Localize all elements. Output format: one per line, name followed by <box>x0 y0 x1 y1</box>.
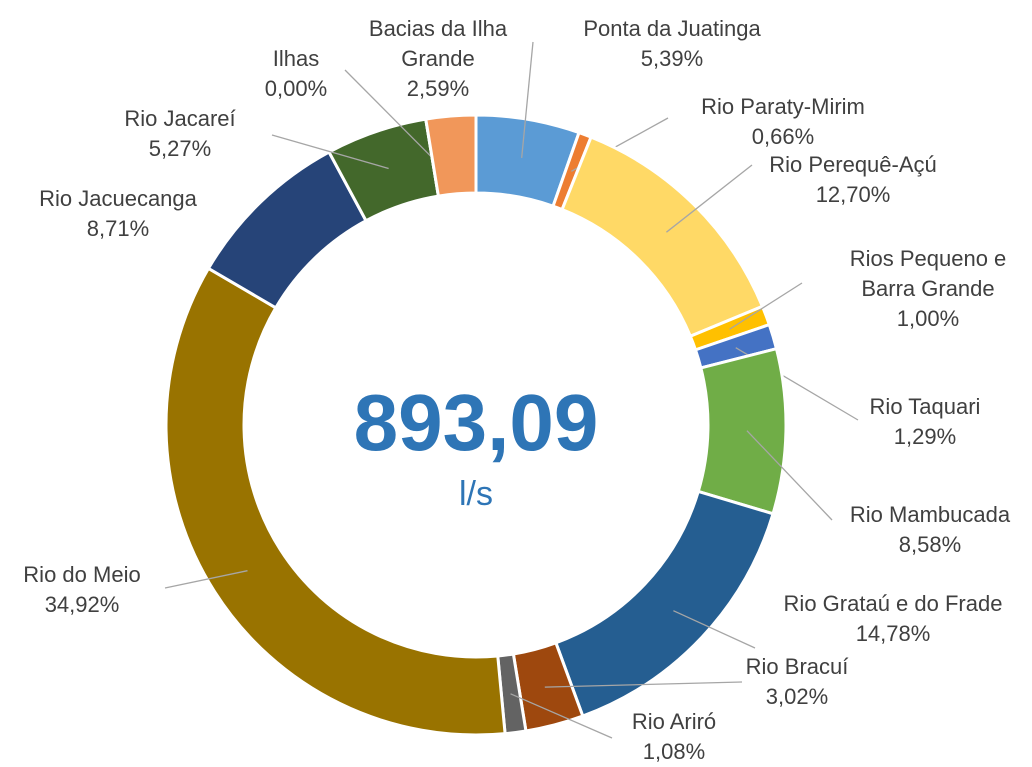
label-value: 34,92% <box>44 592 120 617</box>
label-name: Ponta da Juatinga <box>583 16 761 41</box>
label-name: Rio Mambucada <box>849 502 1011 527</box>
label-value: 1,08% <box>642 739 706 764</box>
data-label: Rio Mambucada 8,58% <box>820 500 1032 560</box>
data-label: Ponta da Juatinga 5,39% <box>532 14 812 74</box>
label-value: 0,66% <box>751 124 815 149</box>
label-name: Rio Bracuí <box>745 654 849 679</box>
leader-line <box>164 570 248 589</box>
donut-segment <box>424 113 478 198</box>
center-value: 893,09 <box>353 378 599 467</box>
label-value: 5,39% <box>640 46 704 71</box>
data-label: Rio Paraty-Mirim 0,66% <box>643 92 923 152</box>
leader-line <box>271 134 389 170</box>
data-label: Rio Taquari 1,29% <box>825 392 1025 452</box>
label-name: Rio Grataú e do Frade <box>783 591 1003 616</box>
label-name: Ilhas <box>272 46 320 71</box>
label-value: 1,29% <box>893 424 957 449</box>
center-unit: l/s <box>459 475 493 513</box>
label-name: Rio Taquari <box>869 394 981 419</box>
leader-line <box>521 41 534 158</box>
leader-line <box>510 693 613 739</box>
label-name: Rio Ariró <box>631 709 717 734</box>
data-label: Bacias da Ilha Grande 2,59% <box>348 14 528 104</box>
label-value: 8,71% <box>86 216 150 241</box>
data-label: Rio Perequê-Açú 12,70% <box>713 150 993 210</box>
label-name: Rio Jacareí <box>124 106 236 131</box>
data-label: Rio Ariró 1,08% <box>574 707 774 767</box>
donut-segment <box>696 346 788 516</box>
leader-line <box>673 610 756 649</box>
leader-line <box>666 164 753 233</box>
leader-line <box>746 430 833 521</box>
label-value: 12,70% <box>815 182 891 207</box>
data-label: Rios Pequeno e Barra Grande 1,00% <box>828 244 1028 334</box>
data-label: Rio Jacuecanga 8,71% <box>0 184 238 244</box>
data-label: Rio Grataú e do Frade 14,78% <box>743 589 1032 649</box>
data-label: Ilhas 0,00% <box>196 44 396 104</box>
label-value: 3,02% <box>765 684 829 709</box>
label-name: Rio Jacuecanga <box>39 186 197 211</box>
data-label: Rio Bracuí 3,02% <box>697 652 897 712</box>
donut-segment <box>164 266 507 737</box>
leader-line <box>729 282 803 330</box>
label-name: Rio do Meio <box>23 562 141 587</box>
label-value: 5,27% <box>148 136 212 161</box>
label-name: Bacias da Ilha Grande <box>368 16 508 71</box>
label-value: 8,58% <box>898 532 962 557</box>
data-label: Rio do Meio 34,92% <box>0 560 172 620</box>
label-name: Rios Pequeno e Barra Grande <box>849 246 1007 301</box>
leader-line <box>344 69 433 159</box>
label-value: 2,59% <box>406 76 470 101</box>
label-value: 14,78% <box>855 621 931 646</box>
data-label: Rio Jacareí 5,27% <box>60 104 300 164</box>
label-value: 0,00% <box>264 76 328 101</box>
label-value: 1,00% <box>896 306 960 331</box>
label-name: Rio Paraty-Mirim <box>701 94 865 119</box>
leader-line <box>544 681 743 688</box>
label-name: Rio Perequê-Açú <box>769 152 937 177</box>
